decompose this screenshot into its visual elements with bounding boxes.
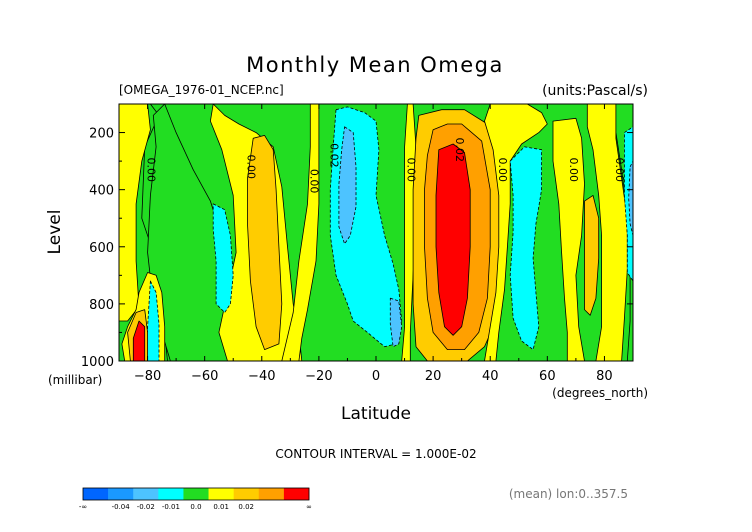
- plot-area: 0.00 0.00 0.00 0.02 0.00 0.02 0.00 0.00 0.00 −80…: [81, 103, 634, 384]
- contour-label-0: 0.00: [145, 157, 158, 182]
- x-tick-label: 80: [596, 369, 613, 384]
- x-tick-label: 20: [425, 369, 442, 384]
- y-axis-units: (millibar): [48, 373, 102, 387]
- y-tick-label: 600: [89, 241, 114, 256]
- x-tick-label: −20: [305, 369, 332, 384]
- colorbar-label: ∞: [306, 503, 312, 511]
- contour-region-19: [509, 146, 542, 351]
- colorbar-label: 0.02: [238, 503, 254, 511]
- contour-label-6: 0.00: [496, 157, 509, 182]
- colorbar-label: -∞: [79, 503, 87, 511]
- contour-region-9: [212, 203, 234, 313]
- colorbar-frame: [82, 487, 310, 501]
- file-label: [OMEGA_1976-01_NCEP.nc]: [119, 83, 284, 97]
- colorbar-swatch: [158, 488, 184, 500]
- contour-region-21: [584, 194, 600, 316]
- contour-label-1: 0.00: [245, 155, 258, 180]
- contour-fill: [119, 104, 633, 361]
- x-tick-label: −80: [134, 369, 161, 384]
- contour-label-4: 0.00: [404, 157, 417, 182]
- x-tick-label: −40: [248, 369, 275, 384]
- x-axis-label: Latitude: [341, 404, 411, 424]
- contour-region-18: [484, 104, 548, 361]
- colorbar-swatch: [283, 488, 310, 500]
- contour-label-7: 0.00: [567, 157, 580, 182]
- contour-region-22: [586, 104, 628, 361]
- contour-region-17: [435, 143, 471, 336]
- colorbar-label: -0.04: [112, 503, 131, 511]
- contour-label-3: 0.02: [327, 143, 340, 168]
- colorbar-swatch: [208, 488, 234, 500]
- colorbar-swatch: [108, 488, 134, 500]
- contour-region-4: [147, 280, 160, 361]
- colorbar: -∞ -0.04 -0.02 -0.01 0.0 0.01 0.02 ∞: [79, 487, 312, 511]
- colorbar-swatch: [133, 488, 159, 500]
- contour-region-2: [119, 104, 151, 322]
- contour-region-6: [132, 320, 146, 361]
- contour-region-20: [552, 117, 585, 361]
- axis-ticks: −80 −60 −40 −20 0 20 40 60 80 200 400 600 800 1000: [81, 103, 634, 384]
- x-axis-units: (degrees_north): [552, 386, 648, 400]
- colorbar-swatch: [183, 488, 209, 500]
- colorbar-label: -0.01: [162, 503, 180, 511]
- colorbar-label: 0.01: [213, 503, 229, 511]
- x-tick-label: 60: [539, 369, 556, 384]
- footer-label: (mean) lon:0..357.5: [509, 487, 628, 501]
- colorbar-swatch: [83, 488, 109, 500]
- colorbar-swatch: [258, 488, 285, 500]
- contour-region-12: [338, 126, 357, 245]
- contour-interval-label: CONTOUR INTERVAL = 1.000E-02: [275, 447, 476, 461]
- colorbar-label: -0.02: [137, 503, 155, 511]
- x-tick-label: 40: [482, 369, 499, 384]
- y-tick-label: 800: [89, 298, 114, 313]
- x-tick-label: −60: [191, 369, 218, 384]
- y-tick-label: 400: [89, 184, 114, 199]
- y-axis-label: Level: [45, 210, 65, 255]
- units-label: (units:Pascal/s): [542, 83, 648, 99]
- contour-region-13: [389, 297, 403, 348]
- chart-title: Monthly Mean Omega: [246, 53, 504, 77]
- colorbar-swatch: [233, 488, 260, 500]
- contour-region-10: [281, 104, 320, 361]
- y-tick-label: 200: [89, 127, 114, 142]
- y-tick-label: 1000: [81, 355, 114, 370]
- contour-labels: 0.00 0.00 0.00 0.02 0.00 0.02 0.00 0.00 0.00: [145, 137, 626, 193]
- colorbar-label: 0.0: [190, 503, 201, 511]
- contour-label-2: 0.00: [307, 169, 320, 194]
- contour-region-8: [247, 134, 283, 351]
- contour-label-5: 0.02: [453, 137, 466, 162]
- contour-label-8: 0.00: [613, 157, 626, 182]
- x-tick-label: 0: [372, 369, 380, 384]
